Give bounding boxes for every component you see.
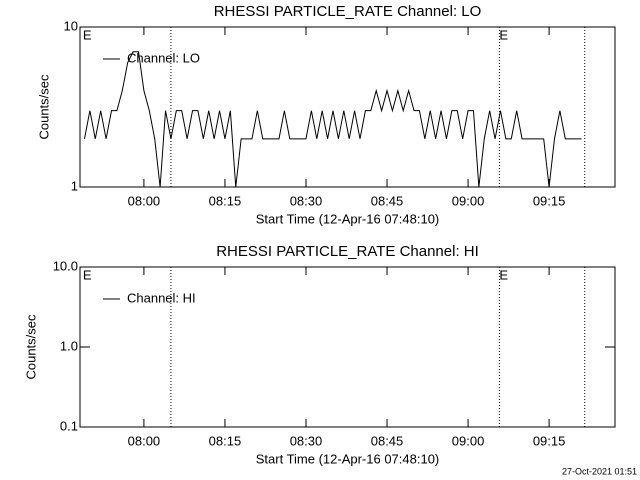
x-tick-label: 09:00 [452, 193, 485, 208]
data-line [83, 51, 582, 188]
x-tick-label: 08:45 [371, 433, 404, 448]
legend-label: Channel: HI [127, 290, 196, 305]
x-tick-label: 08:30 [290, 193, 323, 208]
x-axis-label: Start Time (12-Apr-16 07:48:10) [256, 451, 440, 466]
y-tick-label: 1 [71, 178, 78, 193]
legend-label: Channel: LO [127, 50, 200, 65]
annotation: E [499, 27, 508, 42]
annotation: E [83, 267, 92, 282]
x-tick-label: 09:15 [533, 433, 566, 448]
x-tick-label: 08:45 [371, 193, 404, 208]
x-tick-label: 09:00 [452, 433, 485, 448]
annotation: E [499, 267, 508, 282]
chart-title: RHESSI PARTICLE_RATE Channel: LO [214, 3, 482, 20]
x-tick-label: 08:15 [209, 433, 242, 448]
y-tick-label: 10 [64, 18, 78, 33]
annotation: E [83, 27, 92, 42]
x-tick-label: 08:30 [290, 433, 323, 448]
y-tick-label: 0.1 [60, 418, 78, 433]
x-tick-label: 08:00 [128, 433, 161, 448]
x-tick-label: 09:15 [533, 193, 566, 208]
x-tick-label: 08:15 [209, 193, 242, 208]
y-axis-label: Counts/sec [23, 314, 38, 380]
x-tick-label: 08:00 [128, 193, 161, 208]
chart-title: RHESSI PARTICLE_RATE Channel: HI [216, 243, 479, 260]
x-axis-label: Start Time (12-Apr-16 07:48:10) [256, 211, 440, 226]
y-axis-label: Counts/sec [36, 74, 51, 140]
y-tick-label: 10.0 [53, 258, 78, 273]
y-tick-label: 1.0 [60, 338, 78, 353]
footer: 27-Oct-2021 01:51 [562, 466, 637, 476]
plot-frame [79, 26, 616, 188]
